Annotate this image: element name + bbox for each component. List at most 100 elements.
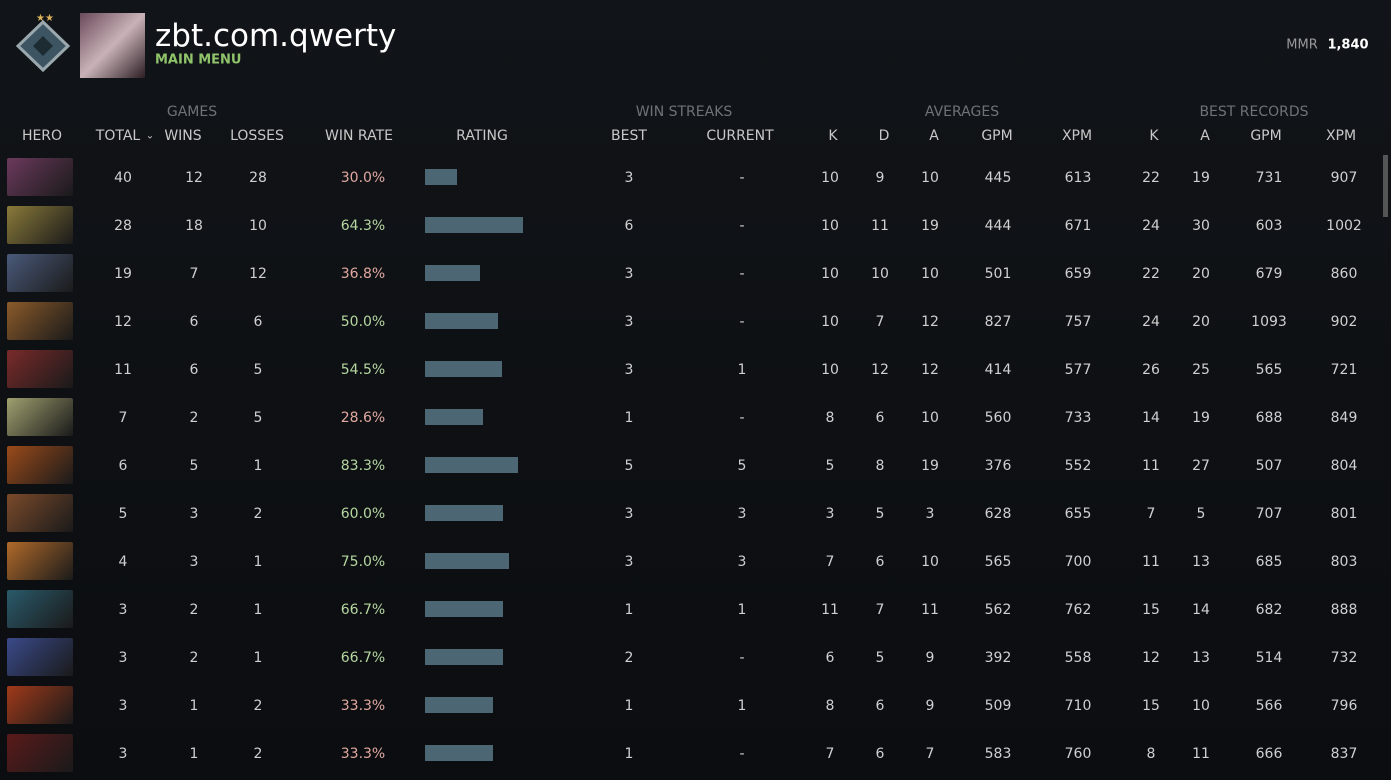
hero-portrait[interactable] — [7, 542, 73, 580]
cell: 560 — [984, 410, 1012, 426]
sort-indicator: ⌄ — [145, 130, 155, 142]
hero-portrait[interactable] — [7, 446, 73, 484]
rating-bar — [425, 745, 493, 761]
column-header[interactable]: XPM — [1325, 128, 1357, 144]
main-menu-link[interactable]: MAIN MENU — [155, 52, 242, 68]
cell: 3 — [189, 554, 199, 570]
column-header[interactable]: K — [1149, 128, 1159, 144]
cell: 54.5% — [340, 362, 386, 378]
cell: 577 — [1064, 362, 1092, 378]
cell: 25 — [1192, 362, 1210, 378]
hero-portrait[interactable] — [7, 206, 73, 244]
cell: - — [739, 218, 745, 234]
cell: 19 — [1192, 170, 1210, 186]
column-header[interactable]: WIN RATE — [325, 128, 393, 144]
hero-portrait[interactable] — [7, 302, 73, 340]
cell: 902 — [1330, 314, 1358, 330]
cell: 83.3% — [340, 458, 386, 474]
cell: 8 — [1146, 746, 1156, 762]
column-header[interactable]: GPM — [1250, 128, 1282, 144]
column-header[interactable]: A — [1200, 128, 1210, 144]
cell: 19 — [1192, 410, 1210, 426]
cell: 565 — [984, 554, 1012, 570]
cell: 20 — [1192, 314, 1210, 330]
cell: 12 — [871, 362, 889, 378]
cell: 13 — [1192, 650, 1210, 666]
hero-portrait[interactable] — [7, 590, 73, 628]
hero-portrait[interactable] — [7, 254, 73, 292]
cell: 666 — [1255, 746, 1283, 762]
cell: 685 — [1255, 554, 1283, 570]
cell: 2 — [253, 506, 263, 522]
scrollbar[interactable] — [1383, 155, 1388, 217]
cell: 5 — [253, 410, 263, 426]
column-header[interactable]: LOSSES — [230, 128, 284, 144]
cell: 2 — [253, 746, 263, 762]
cell: 27 — [1192, 458, 1210, 474]
cell: 1093 — [1251, 314, 1287, 330]
cell: 5 — [189, 458, 199, 474]
cell: 6 — [875, 410, 885, 426]
hero-portrait[interactable] — [7, 494, 73, 532]
hero-portrait[interactable] — [7, 158, 73, 196]
cell: 552 — [1064, 458, 1092, 474]
cell: 655 — [1064, 506, 1092, 522]
group-header: GAMES — [166, 104, 218, 120]
column-header[interactable]: XPM — [1061, 128, 1093, 144]
cell: 22 — [1142, 170, 1160, 186]
cell: 733 — [1064, 410, 1092, 426]
cell: 19 — [921, 218, 939, 234]
cell: 603 — [1255, 218, 1283, 234]
column-header[interactable]: CURRENT — [706, 128, 774, 144]
cell: - — [739, 170, 745, 186]
cell: 1 — [253, 650, 263, 666]
hero-portrait[interactable] — [7, 686, 73, 724]
cell: 10 — [821, 218, 839, 234]
column-header[interactable]: GPM — [981, 128, 1013, 144]
cell: 1 — [624, 746, 634, 762]
cell: 679 — [1255, 266, 1283, 282]
cell: 760 — [1064, 746, 1092, 762]
cell: 804 — [1330, 458, 1358, 474]
hero-portrait[interactable] — [7, 734, 73, 772]
cell: 827 — [984, 314, 1012, 330]
cell: 10 — [249, 218, 267, 234]
cell: 707 — [1255, 506, 1283, 522]
cell: 6 — [875, 554, 885, 570]
cell: 9 — [925, 698, 935, 714]
cell: 1 — [253, 458, 263, 474]
cell: 507 — [1255, 458, 1283, 474]
hero-portrait[interactable] — [7, 398, 73, 436]
cell: 11 — [1142, 458, 1160, 474]
rating-bar — [425, 313, 498, 329]
cell: 3 — [624, 362, 634, 378]
cell: 2 — [189, 410, 199, 426]
cell: 40 — [114, 170, 132, 186]
cell: 8 — [875, 458, 885, 474]
cell: 414 — [984, 362, 1012, 378]
cell: 2 — [253, 698, 263, 714]
cell: 5 — [253, 362, 263, 378]
cell: 565 — [1255, 362, 1283, 378]
cell: 5 — [737, 458, 747, 474]
column-header[interactable]: BEST — [611, 128, 647, 144]
profile-name: zbt.com.qwerty — [155, 18, 397, 54]
column-header[interactable]: RATING — [456, 128, 508, 144]
cell: 24 — [1142, 314, 1160, 330]
cell: 10 — [921, 410, 939, 426]
cell: 1 — [624, 698, 634, 714]
cell: 514 — [1255, 650, 1283, 666]
column-header[interactable]: K — [828, 128, 838, 144]
hero-portrait[interactable] — [7, 350, 73, 388]
cell: 1 — [253, 554, 263, 570]
column-header[interactable]: WINS — [164, 128, 202, 144]
column-header[interactable]: D — [878, 128, 890, 144]
cell: 33.3% — [340, 746, 386, 762]
hero-portrait[interactable] — [7, 638, 73, 676]
column-header[interactable]: A — [929, 128, 939, 144]
column-header[interactable]: TOTAL — [95, 128, 141, 144]
cell: 2 — [624, 650, 634, 666]
cell: 12 — [249, 266, 267, 282]
cell: 1 — [189, 698, 199, 714]
